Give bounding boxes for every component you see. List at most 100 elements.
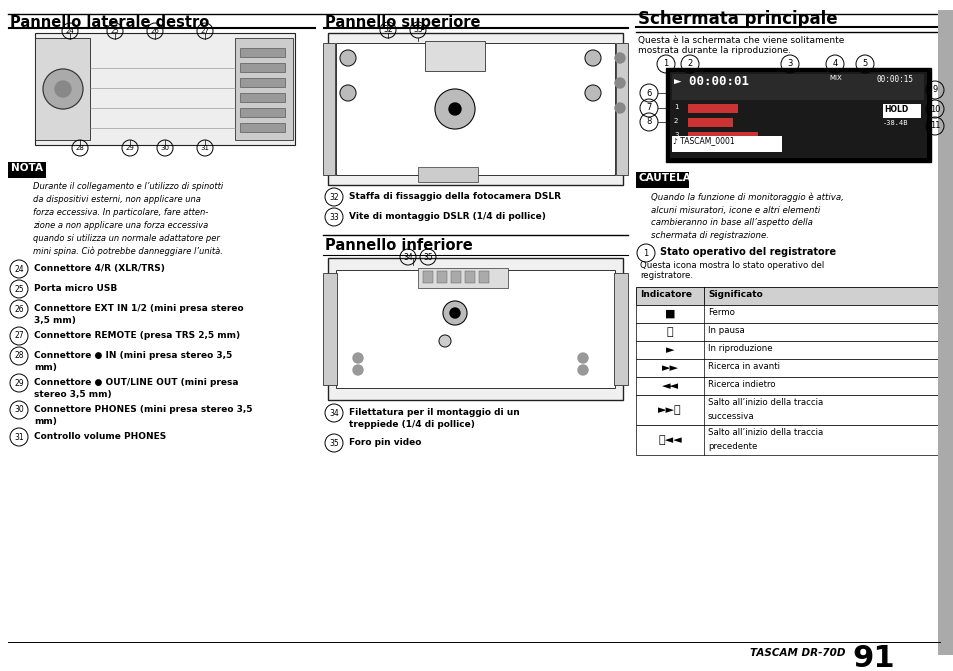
Text: treppiede (1/4 di pollice): treppiede (1/4 di pollice) — [349, 420, 475, 429]
Text: mini spina. Ciò potrebbe danneggiare l’unità.: mini spina. Ciò potrebbe danneggiare l’u… — [33, 247, 223, 256]
Text: TASCAM DR-70D: TASCAM DR-70D — [749, 648, 844, 658]
Text: Salto all’inizio della traccia: Salto all’inizio della traccia — [707, 428, 822, 437]
Text: cambieranno in base all’aspetto della: cambieranno in base all’aspetto della — [650, 218, 812, 227]
Text: In pausa: In pausa — [707, 326, 744, 335]
Text: Ricerca indietro: Ricerca indietro — [707, 380, 775, 389]
Text: 24: 24 — [66, 28, 74, 34]
Text: 6: 6 — [645, 89, 651, 97]
Circle shape — [353, 365, 363, 375]
Text: Connettore EXT IN 1/2 (mini presa stereo: Connettore EXT IN 1/2 (mini presa stereo — [34, 304, 243, 313]
Text: Pannello inferiore: Pannello inferiore — [325, 238, 473, 253]
Text: Foro pin video: Foro pin video — [349, 438, 421, 447]
Text: Fermo: Fermo — [707, 308, 734, 317]
Bar — [240, 48, 285, 57]
Circle shape — [339, 50, 355, 66]
Text: Connettore ● OUT/LINE OUT (mini presa: Connettore ● OUT/LINE OUT (mini presa — [34, 378, 238, 387]
Text: zione a non applicare una forza eccessiva: zione a non applicare una forza eccessiv… — [33, 221, 208, 230]
Text: ►►⏮: ►►⏮ — [658, 405, 681, 415]
Text: 2: 2 — [687, 60, 692, 68]
Circle shape — [578, 365, 587, 375]
Text: successiva: successiva — [707, 412, 754, 421]
Bar — [636, 359, 953, 377]
Text: Connettore ● IN (mini presa stereo 3,5: Connettore ● IN (mini presa stereo 3,5 — [34, 351, 232, 360]
Text: ◄◄: ◄◄ — [660, 381, 678, 391]
Bar — [8, 162, 46, 178]
Bar — [436, 271, 447, 283]
Text: 35: 35 — [329, 439, 338, 448]
Text: mm): mm) — [34, 417, 57, 426]
Text: 27: 27 — [14, 331, 24, 340]
Text: alcuni misuratori, icone e altri elementi: alcuni misuratori, icone e altri element… — [650, 205, 820, 215]
Bar — [35, 33, 294, 145]
Text: 33: 33 — [329, 213, 338, 221]
Text: 29: 29 — [126, 145, 134, 151]
Text: 1: 1 — [642, 248, 648, 258]
Text: 9: 9 — [931, 85, 937, 95]
Bar — [636, 425, 953, 455]
Text: 24: 24 — [14, 264, 24, 274]
Text: mm): mm) — [34, 363, 57, 372]
Text: Questa è la schermata che viene solitamente
mostrata durante la riproduzione.: Questa è la schermata che viene solitame… — [638, 36, 843, 56]
Text: 00:00:15: 00:00:15 — [876, 75, 913, 84]
Bar — [636, 341, 953, 359]
Text: Porta micro USB: Porta micro USB — [34, 284, 117, 293]
Text: NOTA: NOTA — [11, 163, 43, 173]
Text: MIX: MIX — [828, 75, 841, 81]
Circle shape — [584, 50, 600, 66]
Bar — [636, 287, 953, 305]
Text: 30: 30 — [14, 405, 24, 415]
Text: Quando la funzione di monitoraggio è attiva,: Quando la funzione di monitoraggio è att… — [650, 193, 843, 203]
Circle shape — [615, 103, 624, 113]
Bar — [240, 78, 285, 87]
Text: 1: 1 — [662, 60, 668, 68]
Bar — [614, 273, 627, 385]
Bar — [335, 43, 615, 175]
Bar — [240, 63, 285, 72]
Text: 4: 4 — [832, 60, 837, 68]
Text: 31: 31 — [14, 433, 24, 442]
Circle shape — [584, 85, 600, 101]
Bar — [323, 43, 335, 175]
Circle shape — [435, 89, 475, 129]
Bar — [35, 38, 90, 140]
Text: ⏮◄◄: ⏮◄◄ — [658, 435, 681, 445]
Text: Durante il collegamento e l’utilizzo di spinotti: Durante il collegamento e l’utilizzo di … — [33, 182, 223, 191]
Bar — [671, 74, 825, 100]
Text: Vite di montaggio DSLR (1/4 di pollice): Vite di montaggio DSLR (1/4 di pollice) — [349, 212, 545, 221]
Bar — [422, 271, 433, 283]
Circle shape — [578, 353, 587, 363]
Text: HOLD: HOLD — [883, 105, 907, 114]
Circle shape — [442, 301, 467, 325]
Bar — [687, 132, 758, 141]
Text: 25: 25 — [111, 28, 119, 34]
Bar — [240, 123, 285, 132]
Circle shape — [450, 308, 459, 318]
Text: 10: 10 — [929, 105, 940, 113]
Text: 31: 31 — [200, 145, 210, 151]
Circle shape — [55, 81, 71, 97]
Text: 34: 34 — [403, 252, 413, 262]
Text: Connettore 4/R (XLR/TRS): Connettore 4/R (XLR/TRS) — [34, 264, 165, 273]
Text: Connettore PHONES (mini presa stereo 3,5: Connettore PHONES (mini presa stereo 3,5 — [34, 405, 253, 414]
Bar — [669, 72, 926, 158]
Text: precedente: precedente — [707, 442, 757, 451]
Text: ►►: ►► — [660, 363, 678, 373]
Text: 5: 5 — [862, 60, 866, 68]
Text: Filettatura per il montaggio di un: Filettatura per il montaggio di un — [349, 408, 519, 417]
Bar — [636, 172, 688, 188]
Bar — [687, 118, 732, 127]
Bar — [636, 395, 953, 425]
Text: 28: 28 — [75, 145, 85, 151]
Text: Pannello laterale destro: Pannello laterale destro — [10, 15, 209, 30]
Circle shape — [615, 53, 624, 63]
Bar — [417, 268, 507, 288]
Text: 30: 30 — [160, 145, 170, 151]
Text: da dispositivi esterni, non applicare una: da dispositivi esterni, non applicare un… — [33, 195, 201, 204]
Text: forza eccessiva. In particolare, fare atten-: forza eccessiva. In particolare, fare at… — [33, 208, 208, 217]
Text: ► 00:00:01: ► 00:00:01 — [673, 75, 748, 88]
Text: 29: 29 — [14, 378, 24, 387]
Bar — [882, 104, 920, 118]
Text: ■: ■ — [664, 309, 675, 319]
Text: 11: 11 — [929, 121, 940, 130]
Text: Staffa di fissaggio della fotocamera DSLR: Staffa di fissaggio della fotocamera DSL… — [349, 192, 560, 201]
